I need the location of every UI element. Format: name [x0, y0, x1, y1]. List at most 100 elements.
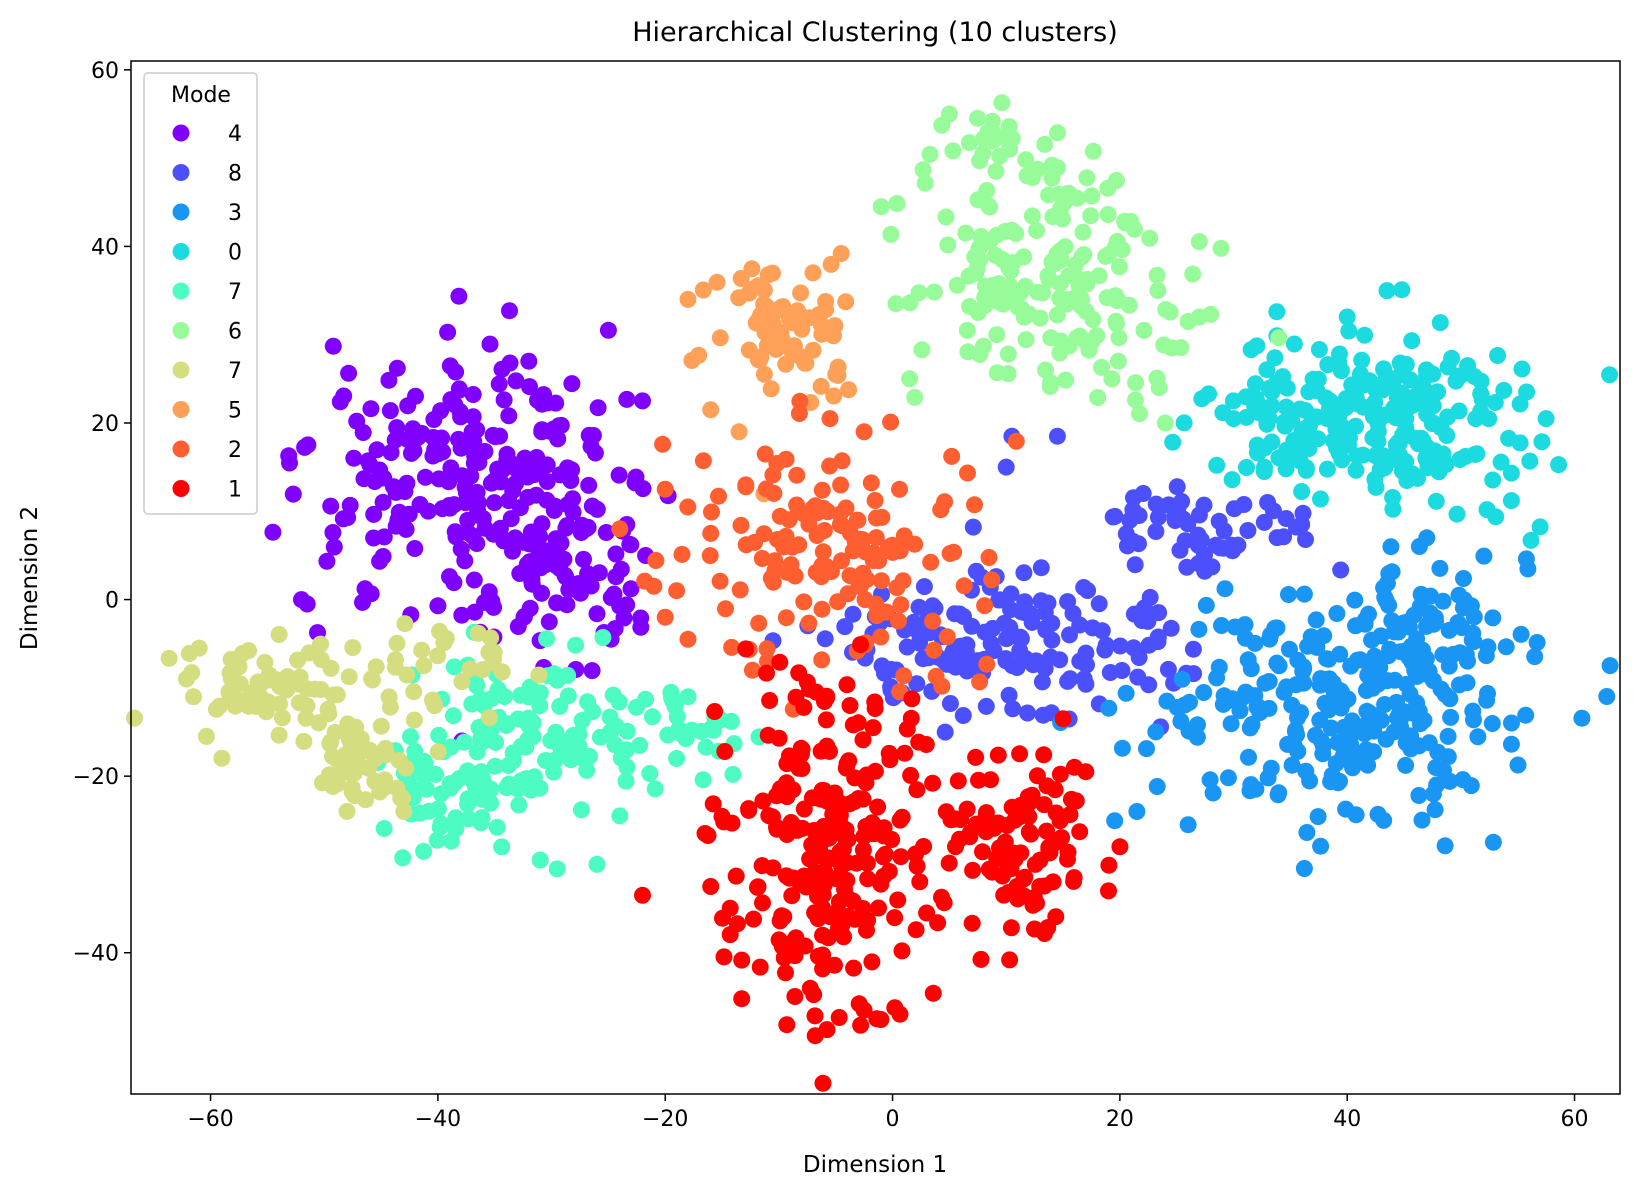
- data-point: [972, 950, 990, 968]
- data-point: [786, 988, 804, 1005]
- data-point: [1332, 561, 1350, 579]
- data-point: [1138, 740, 1155, 758]
- data-point: [397, 520, 415, 538]
- data-point: [728, 915, 746, 933]
- data-point: [706, 703, 724, 720]
- data-point: [988, 326, 1006, 344]
- data-point: [1268, 303, 1286, 321]
- data-point: [485, 494, 503, 512]
- data-point: [1601, 366, 1619, 384]
- data-point: [958, 800, 976, 818]
- data-point: [328, 686, 346, 704]
- data-point: [1017, 151, 1035, 169]
- data-point: [1071, 652, 1089, 670]
- data-point: [588, 500, 606, 518]
- data-point: [922, 553, 940, 571]
- data-point: [788, 466, 806, 484]
- data-point: [1090, 595, 1108, 613]
- data-point: [1083, 187, 1101, 205]
- data-point: [936, 493, 954, 511]
- data-point: [812, 316, 830, 333]
- data-point: [388, 634, 406, 652]
- data-point: [1157, 301, 1175, 319]
- data-point: [872, 572, 890, 590]
- data-point: [703, 503, 720, 521]
- data-point: [1407, 654, 1425, 671]
- data-point: [406, 540, 424, 557]
- data-point: [893, 942, 911, 960]
- data-point: [1044, 873, 1062, 891]
- data-point: [318, 552, 336, 570]
- data-point: [504, 533, 522, 551]
- data-point: [1077, 333, 1095, 351]
- data-point: [936, 723, 954, 741]
- data-point: [1240, 748, 1257, 766]
- data-point: [967, 264, 985, 282]
- data-point: [830, 1009, 848, 1026]
- data-point: [1036, 135, 1054, 153]
- data-point: [939, 236, 957, 254]
- data-point: [1075, 579, 1093, 596]
- data-point: [770, 729, 788, 747]
- data-point: [766, 552, 784, 570]
- data-point: [803, 836, 821, 854]
- cluster-1-points: [764, 427, 1350, 741]
- data-point: [827, 870, 845, 887]
- data-point: [818, 737, 836, 755]
- data-point: [1410, 702, 1428, 720]
- data-point: [231, 675, 249, 693]
- data-point: [496, 688, 513, 705]
- data-point: [1052, 251, 1070, 269]
- data-point: [959, 464, 976, 482]
- data-point: [1147, 723, 1165, 741]
- data-point: [197, 727, 215, 745]
- data-point: [1356, 326, 1374, 344]
- data-point: [312, 635, 329, 653]
- data-point: [1550, 456, 1568, 474]
- data-point: [604, 686, 622, 704]
- data-point: [817, 301, 835, 319]
- data-point: [844, 542, 862, 560]
- data-point: [465, 571, 483, 589]
- data-point: [484, 654, 502, 672]
- legend-marker: [172, 440, 190, 458]
- data-point: [524, 714, 542, 732]
- data-point: [1528, 634, 1546, 651]
- data-point: [331, 393, 349, 411]
- data-point: [548, 860, 566, 878]
- data-point: [1032, 559, 1050, 577]
- data-point: [960, 134, 978, 152]
- data-point: [679, 688, 697, 706]
- data-point: [1347, 617, 1364, 635]
- data-point: [472, 690, 490, 708]
- data-point: [777, 527, 795, 545]
- data-point: [1226, 618, 1244, 636]
- data-point: [1106, 507, 1124, 525]
- data-point: [450, 287, 468, 305]
- data-point: [1391, 447, 1409, 465]
- data-point: [1383, 612, 1401, 630]
- data-point: [963, 914, 981, 932]
- data-point: [889, 612, 907, 630]
- data-point: [453, 606, 471, 624]
- data-point: [1078, 275, 1096, 293]
- data-point: [591, 728, 609, 746]
- data-point: [340, 668, 358, 686]
- data-point: [627, 468, 645, 486]
- data-point: [1002, 585, 1020, 603]
- data-point: [320, 705, 338, 723]
- data-point: [829, 593, 847, 611]
- data-point: [856, 591, 874, 609]
- data-point: [1016, 593, 1034, 611]
- data-point: [874, 848, 892, 866]
- data-point: [1098, 289, 1116, 307]
- data-point: [545, 501, 563, 519]
- data-point: [531, 851, 549, 869]
- data-point: [1149, 508, 1167, 526]
- data-point: [325, 538, 343, 556]
- legend-marker: [172, 282, 190, 300]
- data-point: [852, 1016, 870, 1034]
- data-point: [764, 859, 782, 877]
- data-point: [646, 780, 664, 798]
- data-point: [482, 629, 500, 647]
